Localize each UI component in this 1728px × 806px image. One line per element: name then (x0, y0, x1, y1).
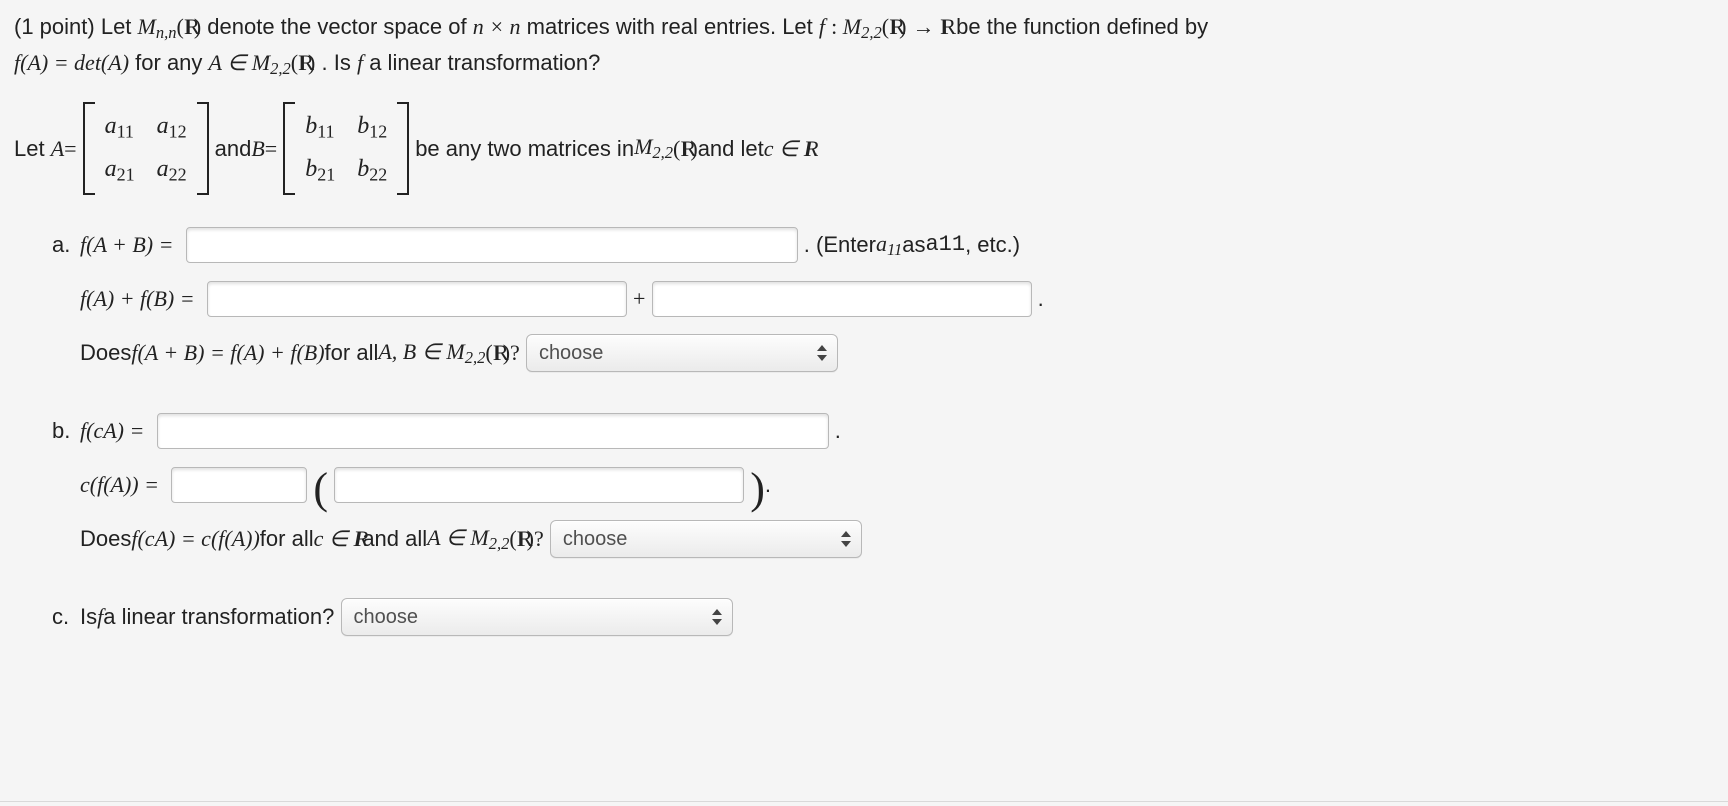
sym-R-paren-q: (IR)? (485, 336, 519, 369)
sym-cinR: c ∈ IR (764, 132, 813, 165)
matrix-B: b11 b12 b21 b22 (281, 102, 411, 195)
txt: a linear transformation? (369, 50, 600, 75)
lhs-f-AplusB: f(A + B) = (80, 228, 173, 261)
input-f-AplusB[interactable] (186, 227, 798, 263)
sym-AinM22: A ∈ M2,2 (427, 521, 509, 557)
sym-fA-detA: f(A) = det(A) (14, 50, 129, 75)
eq-homogeneity: f(cA) = c(f(A)) (131, 522, 259, 555)
txt: Does (80, 522, 131, 555)
select-value: choose (563, 524, 628, 554)
code-a11: a11 (925, 228, 965, 261)
select-value: choose (539, 338, 604, 368)
sym-M22: M2,2 (634, 130, 673, 166)
txt: . (812, 132, 818, 165)
lhs-f-cA: f(cA) = (80, 414, 144, 447)
select-is-linear[interactable]: choose (341, 598, 733, 636)
input-fA[interactable] (207, 281, 627, 317)
txt: for all (260, 522, 314, 555)
lhs-fA-plus-fB: f(A) + f(B) = (80, 282, 195, 315)
txt: = (64, 132, 76, 165)
txt: Let (14, 132, 45, 165)
select-homogeneity[interactable]: choose (550, 520, 862, 558)
problem-page: (1 point) Let Mn,n(IR) denote the vector… (0, 0, 1728, 806)
txt: and let (698, 132, 764, 165)
sym-R-paren-q: (IR)? (509, 522, 543, 555)
select-arrows-icon (813, 340, 831, 366)
txt: for all (325, 336, 379, 369)
txt: . (1038, 282, 1044, 315)
part-b: b. f(cA) = . c(f(A)) = ( ). Does f(cA) =… (52, 409, 1714, 561)
txt: denote the vector space of (207, 14, 472, 39)
sym-R-paren: (IR) (291, 50, 316, 75)
sym-R-paren: (IR) (673, 132, 698, 165)
txt: : (831, 14, 843, 39)
sym-R-paren: (IR) (882, 14, 907, 39)
sym-nxn: n × n (473, 14, 521, 39)
select-arrows-icon (837, 526, 855, 552)
txt: , etc.) (965, 228, 1020, 261)
input-c-coef[interactable] (171, 467, 307, 503)
parts: a. f(A + B) = . (Enter a11 as a11 , etc.… (14, 223, 1714, 639)
select-additivity[interactable]: choose (526, 334, 838, 372)
sym-A: A (51, 132, 64, 165)
lhs-c-fA: c(f(A)) = (80, 468, 159, 501)
txt: Does (80, 336, 131, 369)
input-f-cA[interactable] (157, 413, 829, 449)
select-arrows-icon (708, 604, 726, 630)
txt: matrices with real entries. Let (527, 14, 819, 39)
txt: Is (80, 600, 97, 633)
txt: = (265, 132, 277, 165)
txt: and all (362, 522, 427, 555)
txt: . Is (322, 50, 357, 75)
txt: be the function defined by (956, 14, 1208, 39)
txt: . (Enter (804, 228, 876, 261)
txt: for any (135, 50, 208, 75)
sym-R-paren: (IR) (176, 14, 201, 39)
sym-arrow: → (913, 14, 941, 39)
sym-f: f (357, 50, 363, 75)
sym-cinR: c ∈ IR (314, 522, 363, 555)
input-fB[interactable] (652, 281, 1032, 317)
txt: . (765, 468, 771, 501)
sym-B: B (251, 132, 264, 165)
input-fA-inside[interactable] (334, 467, 744, 503)
txt: be any two matrices in (415, 132, 634, 165)
part-a: a. f(A + B) = . (Enter a11 as a11 , etc.… (52, 223, 1714, 375)
let-matrices-line: Let A = a11 a12 a21 a22 and B = b11 b12 … (14, 102, 1714, 195)
sym-R: IR (940, 14, 950, 39)
points: (1 point) (14, 14, 101, 39)
sym-M22: M2,2 (843, 14, 882, 39)
eq-additivity: f(A + B) = f(A) + f(B) (131, 336, 324, 369)
txt: as (902, 228, 925, 261)
sym-Mnn: Mn,n (138, 14, 177, 39)
sym-AinM22: A ∈ M2,2 (209, 50, 291, 75)
part-label-c: c. (52, 600, 80, 633)
problem-intro: (1 point) Let Mn,n(IR) denote the vector… (14, 10, 1714, 82)
plus-sign: + (633, 282, 645, 315)
part-label-b: b. (52, 414, 80, 447)
part-c: c. Is f a linear transformation? choose (52, 595, 1714, 639)
sym-a11: a11 (876, 227, 902, 263)
part-label-a: a. (52, 228, 80, 261)
select-value: choose (354, 602, 419, 632)
txt: and (215, 132, 252, 165)
txt: . (835, 414, 841, 447)
sym-ABinM22: A, B ∈ A, B ∈ MM2,2 (378, 335, 485, 371)
matrix-A: a11 a12 a21 a22 (81, 102, 211, 195)
sym-f: f (819, 14, 825, 39)
txt: Let (101, 14, 138, 39)
bottom-divider (0, 801, 1728, 802)
txt: a linear transformation? (103, 600, 334, 633)
